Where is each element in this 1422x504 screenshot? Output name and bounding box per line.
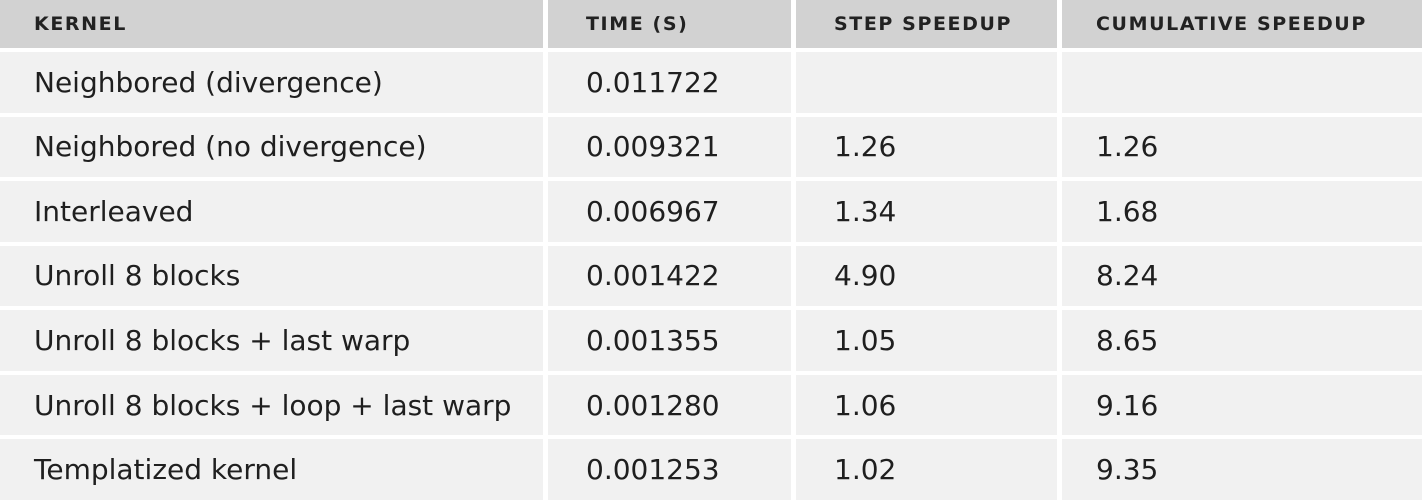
table-cell-step-speedup: 1.34 [796, 181, 1062, 246]
header-time: TIME (S) [548, 0, 796, 52]
table-cell-time: 0.011722 [548, 52, 796, 117]
table-cell-cumulative-speedup: 9.16 [1062, 374, 1422, 440]
table-cell-cumulative-speedup: 8.65 [1062, 310, 1422, 375]
table-cell-kernel: Unroll 8 blocks [0, 245, 548, 311]
table-cell-step-speedup: 1.05 [796, 310, 1062, 375]
table-cell-kernel: Neighbored (divergence) [0, 52, 548, 117]
table-cell-time: 0.009321 [548, 116, 796, 182]
table-cell-step-speedup [796, 52, 1062, 117]
table-cell-step-speedup: 1.06 [796, 374, 1062, 440]
table-cell-step-speedup: 4.90 [796, 245, 1062, 311]
table-cell-time: 0.006967 [548, 181, 796, 246]
header-cumulative-speedup: CUMULATIVE SPEEDUP [1062, 0, 1422, 52]
table-cell-time: 0.001422 [548, 245, 796, 311]
table-cell-cumulative-speedup: 8.24 [1062, 245, 1422, 311]
table-cell-time: 0.001280 [548, 374, 796, 440]
table-cell-kernel: Templatized kernel [0, 439, 548, 504]
table-cell-kernel: Unroll 8 blocks + loop + last warp [0, 374, 548, 440]
header-step-speedup: STEP SPEEDUP [796, 0, 1062, 52]
table-cell-step-speedup: 1.02 [796, 439, 1062, 504]
table-cell-kernel: Neighbored (no divergence) [0, 116, 548, 182]
table-cell-cumulative-speedup: 9.35 [1062, 439, 1422, 504]
table-cell-kernel: Unroll 8 blocks + last warp [0, 310, 548, 375]
table-cell-cumulative-speedup: 1.68 [1062, 181, 1422, 246]
table-cell-kernel: Interleaved [0, 181, 548, 246]
table-cell-cumulative-speedup: 1.26 [1062, 116, 1422, 182]
table-cell-cumulative-speedup [1062, 52, 1422, 117]
table-cell-time: 0.001355 [548, 310, 796, 375]
table-cell-step-speedup: 1.26 [796, 116, 1062, 182]
table-cell-time: 0.001253 [548, 439, 796, 504]
header-kernel: KERNEL [0, 0, 548, 52]
